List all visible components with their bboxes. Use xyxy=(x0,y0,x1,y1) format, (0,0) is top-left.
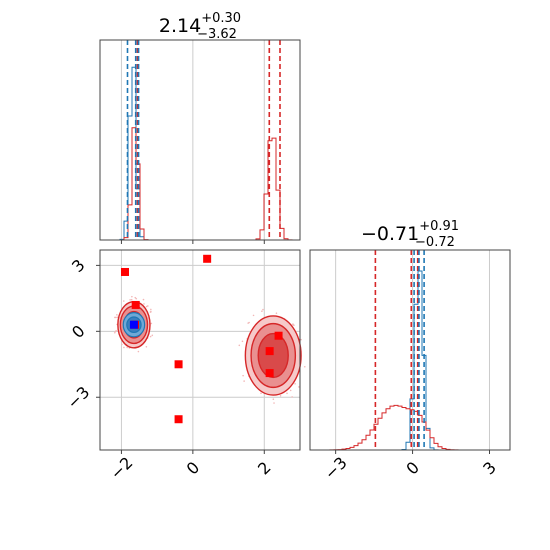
sample-point xyxy=(279,394,282,397)
density-contour-red xyxy=(257,332,289,379)
panel-frame xyxy=(309,249,511,451)
sample-point xyxy=(130,298,133,301)
sample-point xyxy=(126,346,128,349)
marker-square xyxy=(131,300,140,309)
sample-point xyxy=(129,299,131,301)
sample-point xyxy=(151,334,154,337)
y-tick-label: −3 xyxy=(63,383,93,413)
marker-square xyxy=(174,415,183,424)
sample-point xyxy=(252,314,255,317)
joint-scatter-panel: −2 0 2 −3 0 3 xyxy=(63,249,306,483)
sample-point xyxy=(243,380,245,382)
marker-square xyxy=(265,369,274,378)
sample-point xyxy=(262,308,264,311)
sample-point xyxy=(298,386,300,388)
sample-point xyxy=(116,314,118,316)
marker-square xyxy=(174,360,183,369)
param2-title: −0.71+0.91 −0.72 xyxy=(361,219,459,250)
sample-point xyxy=(292,324,294,326)
sample-point xyxy=(150,308,152,311)
marker-square xyxy=(203,254,212,263)
sample-point xyxy=(131,295,133,298)
sample-point xyxy=(146,305,149,307)
sample-point xyxy=(272,398,275,401)
sample-point xyxy=(248,321,250,324)
panel-frame xyxy=(99,249,301,451)
histogram-panel-param2: −0.71+0.91 −0.72 −3 0 3 xyxy=(309,219,511,483)
sample-point xyxy=(145,305,148,308)
sample-point xyxy=(114,330,117,333)
sample-point xyxy=(286,392,288,395)
sample-point xyxy=(135,297,138,300)
y-tick-label: 3 xyxy=(68,255,89,276)
sample-point xyxy=(294,382,296,385)
sample-point xyxy=(121,343,123,346)
sample-point xyxy=(149,335,152,338)
x-tick-label: −2 xyxy=(106,453,136,483)
sample-point xyxy=(134,296,137,299)
marker-square xyxy=(274,331,283,340)
sample-point xyxy=(289,389,292,392)
sample-point xyxy=(114,316,116,319)
marker-square xyxy=(121,267,129,276)
param1-title: 2.14+0.30 −3.62 xyxy=(159,11,241,42)
sample-point xyxy=(113,331,116,334)
sample-point xyxy=(291,396,293,398)
sample-point xyxy=(261,310,263,313)
sample-point xyxy=(303,365,306,368)
x-tick-label: 2 xyxy=(254,458,275,479)
y-tick-label: 0 xyxy=(68,321,89,342)
sample-point xyxy=(273,402,275,404)
x-tick-label: 0 xyxy=(402,458,423,479)
x-tick-label: 3 xyxy=(479,458,500,479)
sample-point xyxy=(260,392,262,395)
x-tick-label: −3 xyxy=(321,453,351,483)
sample-point xyxy=(238,344,241,347)
marker-square xyxy=(265,347,274,356)
sample-point xyxy=(142,298,145,301)
sample-point xyxy=(241,340,244,343)
sample-point xyxy=(149,311,152,313)
sample-point xyxy=(137,350,140,353)
sample-point xyxy=(116,316,119,319)
sample-point xyxy=(242,374,244,377)
sample-point xyxy=(300,338,302,341)
panel-frame xyxy=(99,39,301,241)
sample-point xyxy=(150,322,153,325)
truth-marker-square xyxy=(129,320,138,329)
sample-point xyxy=(122,300,125,302)
sample-point xyxy=(123,346,125,349)
sample-point xyxy=(143,303,145,305)
histogram-series-0 xyxy=(310,270,510,451)
sample-point xyxy=(145,345,148,348)
histogram-panel-param1: 2.14+0.30 −3.62 xyxy=(99,11,301,244)
x-tick-label: 0 xyxy=(183,458,204,479)
sample-point xyxy=(275,312,278,315)
